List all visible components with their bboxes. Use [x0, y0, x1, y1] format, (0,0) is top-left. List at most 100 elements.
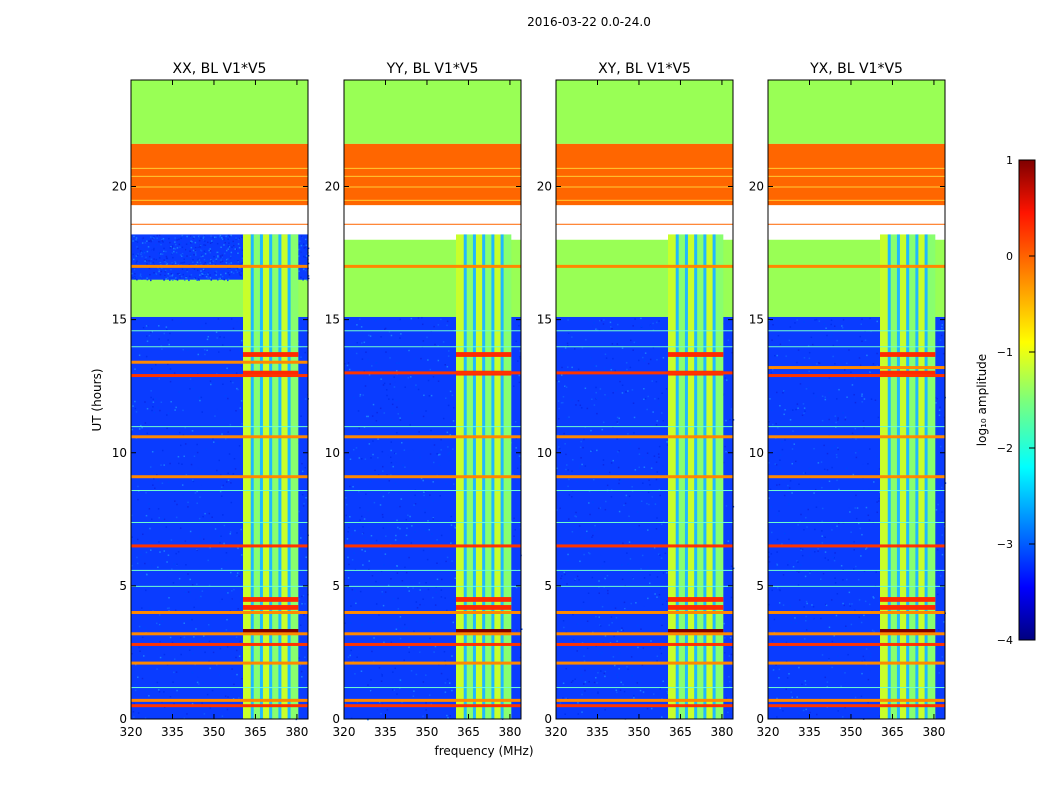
noise-speck	[194, 250, 197, 252]
noise-speck	[454, 527, 457, 529]
noise-speck	[813, 617, 815, 620]
noise-speck	[359, 519, 361, 521]
noise-speck	[223, 237, 225, 239]
noise-speck	[406, 527, 408, 530]
noise-speck	[226, 258, 228, 261]
noise-speck	[648, 479, 650, 482]
flag-line	[131, 167, 308, 169]
noise-speck	[938, 672, 941, 674]
noise-speck	[874, 575, 876, 578]
noise-speck	[419, 456, 421, 459]
noise-speck	[414, 531, 416, 533]
noise-speck	[574, 579, 576, 581]
noise-speck	[209, 546, 211, 549]
noise-speck	[787, 484, 789, 487]
noise-speck	[354, 590, 356, 592]
noise-speck	[232, 240, 234, 243]
noise-speck	[730, 408, 733, 410]
noise-speck	[651, 496, 653, 498]
noise-speck	[794, 322, 796, 324]
noise-speck	[603, 586, 605, 588]
noise-speck	[584, 465, 587, 467]
noise-speck	[828, 480, 831, 483]
noise-speck	[155, 272, 157, 275]
noise-speck	[217, 253, 220, 256]
noise-speck	[204, 512, 206, 515]
noise-speck	[140, 553, 142, 556]
noise-speck	[362, 564, 364, 566]
noise-speck	[380, 680, 383, 683]
noise-speck	[155, 258, 158, 261]
noise-speck	[864, 401, 867, 404]
noise-speck	[858, 616, 860, 619]
noise-speck	[230, 598, 232, 600]
noise-speck	[432, 518, 435, 520]
noise-speck	[143, 655, 145, 657]
noise-speck	[158, 241, 161, 243]
noise-speck	[175, 258, 178, 261]
noise-speck	[589, 552, 591, 555]
noise-speck	[792, 409, 794, 411]
noise-speck	[451, 560, 453, 562]
noise-speck	[814, 654, 817, 657]
noise-speck	[768, 497, 770, 499]
noise-speck	[640, 568, 642, 570]
noise-speck	[838, 522, 840, 525]
noise-speck	[226, 259, 229, 262]
noise-speck	[234, 248, 236, 250]
noise-speck	[367, 684, 369, 686]
noise-speck	[364, 536, 366, 539]
noise-speck	[162, 237, 165, 240]
noise-speck	[217, 255, 219, 257]
rfi-line	[768, 544, 945, 548]
noise-speck	[846, 362, 848, 365]
noise-speck	[377, 474, 380, 476]
rfi-line	[556, 371, 733, 375]
noise-speck	[241, 423, 243, 425]
noise-speck	[369, 497, 371, 499]
noise-speck	[634, 318, 636, 320]
noise-speck	[730, 646, 733, 649]
noise-speck	[446, 520, 449, 523]
noise-speck	[205, 587, 208, 590]
noise-speck	[833, 635, 835, 637]
noise-speck	[150, 351, 152, 353]
noise-speck	[168, 237, 170, 240]
noise-speck	[609, 363, 612, 366]
noise-speck	[390, 474, 392, 476]
noise-speck	[238, 655, 241, 658]
noise-speck	[236, 321, 238, 323]
noise-speck	[223, 244, 225, 246]
noise-speck	[184, 443, 187, 445]
noise-speck	[365, 351, 367, 353]
noise-speck	[203, 252, 206, 254]
noise-speck	[629, 366, 632, 369]
noise-speck	[141, 242, 144, 244]
noise-speck	[865, 547, 868, 549]
noise-speck	[446, 324, 448, 327]
noise-speck	[231, 583, 233, 586]
noise-speck	[239, 269, 241, 271]
noise-speck	[144, 422, 147, 424]
noise-speck	[154, 398, 157, 400]
noise-speck	[616, 640, 618, 642]
noise-speck	[171, 246, 173, 249]
noise-speck	[876, 694, 878, 697]
noise-speck	[558, 418, 560, 420]
rfi-hotspot	[456, 352, 512, 357]
noise-speck	[399, 318, 401, 321]
noise-speck	[604, 367, 607, 369]
noise-speck	[837, 710, 839, 712]
noise-speck	[165, 255, 168, 258]
noise-speck	[180, 259, 183, 262]
noise-speck	[402, 627, 405, 629]
noise-speck	[779, 472, 781, 474]
noise-speck	[589, 432, 591, 434]
y-tick-label: 10	[325, 446, 340, 460]
panel-title: YX, BL V1*V5	[809, 61, 903, 77]
noise-speck	[188, 275, 191, 278]
noise-speck	[200, 647, 202, 650]
noise-speck	[213, 641, 216, 644]
noise-speck	[814, 551, 816, 553]
noise-speck	[445, 397, 447, 399]
